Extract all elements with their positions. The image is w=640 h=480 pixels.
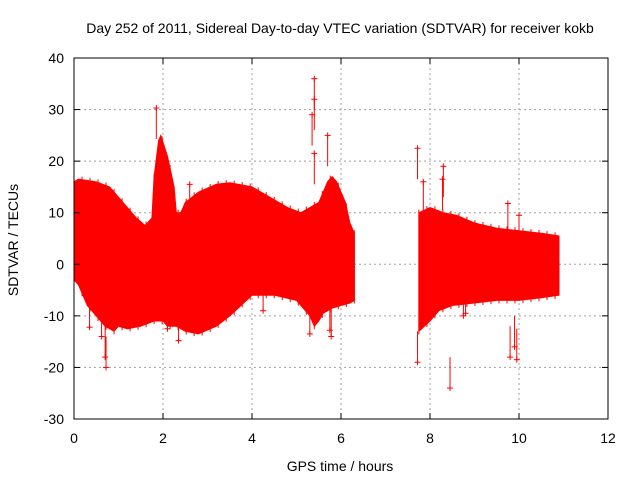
data-point (513, 328, 520, 363)
data-point (447, 357, 454, 392)
x-tick-label: 4 (248, 430, 256, 446)
data-point (440, 163, 447, 198)
x-tick-label: 12 (600, 430, 616, 446)
data-point (175, 309, 182, 344)
y-axis-label: SDTVAR / TECUs (5, 184, 21, 296)
data-point (103, 336, 110, 371)
y-tick-label: 0 (56, 256, 64, 272)
tick-labels: 0 2 4 6 8 10 12 -30 -20 -10 0 10 20 30 40 (44, 50, 616, 446)
y-tick-label: 40 (48, 50, 64, 66)
data-point (326, 299, 333, 334)
data-point (311, 150, 318, 185)
data-point (462, 282, 469, 317)
x-axis-label: GPS time / hours (287, 458, 394, 474)
data-layer (73, 75, 560, 392)
data-point (164, 297, 171, 332)
data-point (328, 305, 335, 340)
x-tick-label: 2 (159, 430, 167, 446)
data-point (414, 145, 421, 180)
data-point (260, 279, 267, 314)
ticks (73, 57, 609, 420)
y-tick-label: 20 (48, 153, 64, 169)
data-point (324, 132, 331, 167)
data-envelope (418, 207, 560, 333)
data-point (507, 326, 514, 361)
data-point (186, 181, 193, 216)
chart-title: Day 252 of 2011, Sidereal Day-to-day VTE… (86, 20, 594, 36)
data-point (504, 200, 511, 235)
data-point (439, 176, 446, 211)
data-point (420, 178, 427, 213)
data-point (309, 111, 316, 146)
data-point (102, 326, 109, 361)
x-tick-label: 6 (337, 430, 345, 446)
data-point (516, 212, 522, 247)
y-tick-label: -30 (44, 411, 64, 427)
data-point (153, 105, 160, 139)
y-tick-label: 30 (48, 102, 64, 118)
y-tick-label: -10 (44, 308, 64, 324)
x-tick-label: 10 (511, 430, 527, 446)
data-envelope (73, 133, 355, 335)
data-point (306, 302, 313, 337)
data-point (98, 305, 105, 340)
y-tick-label: -20 (44, 359, 64, 375)
y-tick-label: 10 (48, 205, 64, 221)
data-point (86, 296, 93, 331)
data-point (414, 331, 421, 366)
x-tick-label: 8 (426, 430, 434, 446)
x-tick-label: 0 (70, 430, 78, 446)
